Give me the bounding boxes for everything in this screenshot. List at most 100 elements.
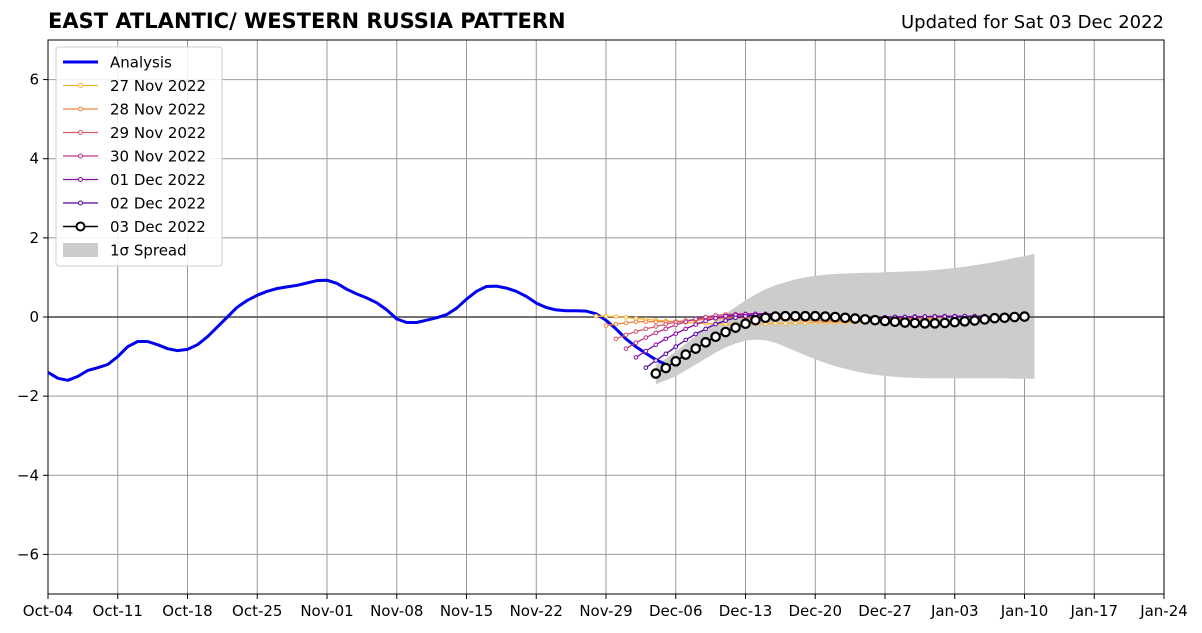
forecast-point: [613, 321, 619, 327]
legend-marker: [63, 243, 98, 257]
tick-label-y: −4: [17, 466, 39, 484]
forecast-point: [869, 314, 881, 326]
forecast-point: [603, 313, 609, 319]
legend-entry-8: 1σ Spread: [63, 242, 187, 260]
forecast-point: [673, 322, 679, 328]
forecast-point: [623, 332, 629, 338]
forecast-point: [760, 312, 771, 324]
legend-entry-0: Analysis: [63, 54, 172, 72]
tick-label-x: Oct-25: [232, 602, 282, 620]
legend-label: 1σ Spread: [110, 242, 187, 260]
forecast-point: [663, 326, 669, 332]
forecast-point: [909, 317, 921, 329]
forecast-point: [839, 312, 851, 324]
forecast-point: [720, 326, 731, 338]
forecast-point: [829, 311, 841, 323]
forecast-point: [783, 321, 788, 326]
forecast-point: [819, 311, 831, 322]
forecast-point: [643, 348, 649, 354]
tick-label-x: Nov-29: [579, 602, 632, 620]
forecast-point: [643, 365, 649, 370]
forecast-point: [703, 314, 708, 320]
tick-label-x: Jan-24: [1139, 602, 1188, 620]
forecast-point: [710, 331, 721, 343]
forecast-point: [693, 316, 698, 322]
forecast-point: [1009, 311, 1020, 323]
analysis-line: [47, 278, 667, 382]
legend-entry-1: 27 Nov 2022: [63, 77, 206, 95]
forecast-point: [713, 321, 718, 327]
legend-label: 01 Dec 2022: [110, 171, 206, 189]
forecast-point: [949, 316, 961, 328]
forecast-point: [693, 322, 698, 327]
tick-label-x: Nov-22: [510, 602, 563, 620]
tick-label-y: 4: [29, 150, 39, 168]
forecast-point: [773, 321, 778, 326]
forecast-point: [743, 313, 748, 319]
legend-label: 27 Nov 2022: [110, 77, 206, 95]
forecast-point: [969, 315, 980, 326]
forecast-point: [653, 342, 659, 348]
legend-label: Analysis: [110, 54, 172, 72]
forecast-point: [653, 319, 659, 325]
forecast-point: [660, 362, 672, 374]
legend-label: 30 Nov 2022: [110, 148, 206, 166]
forecast-point: [723, 318, 728, 323]
tick-label-y: −6: [17, 545, 39, 563]
legend-label: 02 Dec 2022: [110, 195, 206, 213]
forecast-point: [680, 349, 692, 360]
forecast-point: [770, 311, 781, 322]
forecast-point: [929, 318, 941, 329]
forecast-point: [723, 321, 728, 327]
forecast-point: [633, 355, 639, 360]
tick-label-x: Dec-27: [858, 602, 912, 620]
forecast-point: [653, 358, 659, 363]
forecast-point: [663, 351, 669, 357]
tick-label-x: Dec-06: [649, 602, 703, 620]
forecast-point: [790, 310, 801, 322]
forecast-point: [703, 318, 708, 324]
legend-marker-dot: [78, 153, 83, 159]
legend-label: 03 Dec 2022: [110, 218, 206, 236]
forecast-point: [989, 312, 1000, 324]
legend-label: 29 Nov 2022: [110, 124, 206, 142]
analysis-series: [47, 278, 667, 382]
legend-marker-dot: [78, 106, 83, 112]
legend-entry-5: 01 Dec 2022: [63, 171, 206, 189]
forecast-point: [613, 336, 619, 342]
forecast-point: [633, 329, 639, 334]
forecast-point: [713, 315, 718, 321]
forecast-point: [593, 313, 599, 319]
axis-ticks: Oct-04 Oct-11 Oct-18 Oct-25 Nov-01 Nov-08 Nov-…: [17, 71, 1188, 620]
tick-label-y: 6: [29, 71, 39, 89]
forecast-point: [670, 356, 682, 367]
forecast-point: [643, 319, 649, 325]
forecast-point: [750, 314, 761, 326]
forecast-point: [700, 337, 711, 348]
legend-box: [55, 46, 223, 267]
tick-label-x: Oct-11: [93, 602, 143, 620]
legend-entry-4: 30 Nov 2022: [63, 148, 206, 166]
forecast-point: [889, 316, 901, 328]
forecast-point: [633, 319, 639, 325]
tick-label-y: 2: [29, 229, 39, 247]
tick-label-x: Oct-18: [162, 602, 212, 620]
tick-label-x: Nov-08: [370, 602, 423, 620]
tick-label-y: 0: [29, 308, 39, 326]
legend-entry-7: 03 Dec 2022: [63, 218, 206, 236]
tick-label-x: Jan-17: [1069, 602, 1118, 620]
forecast-point: [643, 335, 649, 340]
legend-label: 28 Nov 2022: [110, 101, 206, 119]
tick-label-x: Jan-10: [1000, 602, 1049, 620]
forecast-point: [740, 318, 751, 330]
forecast-point: [849, 313, 861, 324]
forecast-point: [932, 314, 938, 319]
legend-marker-dot: [78, 177, 83, 182]
forecast-point: [879, 315, 891, 327]
forecast-point: [703, 326, 708, 332]
legend-entry-3: 29 Nov 2022: [63, 124, 206, 142]
forecast-point: [643, 326, 649, 332]
forecast-point: [683, 326, 689, 332]
forecast-point: [663, 336, 669, 342]
